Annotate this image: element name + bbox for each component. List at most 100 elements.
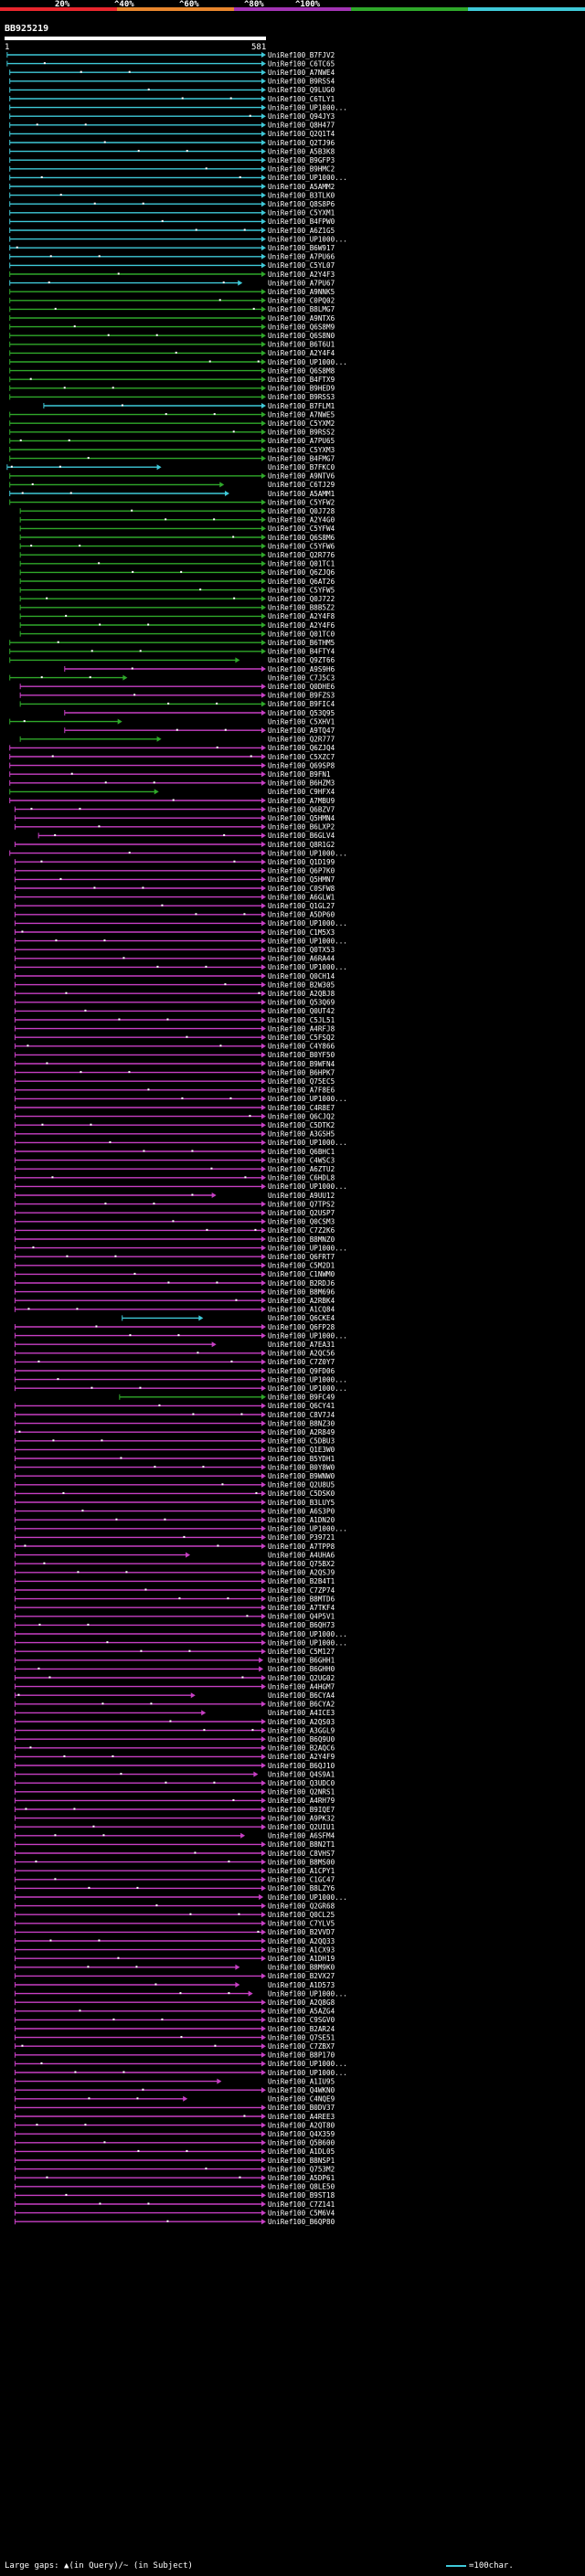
hit-label[interactable]: UniRef100_Q01TC1 (268, 560, 335, 568)
hit-row[interactable]: UniRef100_B0YF50 (14, 1051, 335, 1059)
hit-row[interactable]: UniRef100_A9NTV6 (9, 472, 335, 481)
hit-label[interactable]: UniRef100_Q6FP28 (268, 1323, 335, 1331)
hit-label[interactable]: UniRef100_A9NNK5 (268, 288, 335, 296)
hit-row[interactable]: UniRef100_B4FMG7 (9, 454, 335, 462)
hit-row[interactable]: UniRef100_C5FSQ2 (14, 1034, 335, 1042)
hit-row[interactable]: UniRef100_B6CYA4 (14, 1691, 335, 1700)
hit-label[interactable]: UniRef100_C5DSK0 (268, 1489, 335, 1498)
hit-row[interactable]: UniRef100_B6LXP2 (14, 823, 335, 832)
hit-label[interactable]: UniRef100_C5YFW2 (268, 498, 335, 506)
hit-label[interactable]: UniRef100_A2QBJ8 (268, 990, 335, 998)
hit-label[interactable]: UniRef100_A5DP61 (268, 2174, 335, 2182)
hit-row[interactable]: UniRef100_A5AZG4 (14, 2008, 335, 2016)
hit-label[interactable]: UniRef100_A6S3P0 (268, 1507, 335, 1515)
hit-label[interactable]: UniRef100_C1NWM0 (268, 1270, 335, 1278)
hit-row[interactable]: UniRef100_UP1000... (14, 937, 347, 945)
hit-label[interactable]: UniRef100_Q8R1G2 (268, 841, 335, 849)
hit-row[interactable]: UniRef100_Q0J722 (19, 595, 335, 603)
hit-label[interactable]: UniRef100_B9ST18 (268, 2191, 335, 2200)
hit-label[interactable]: UniRef100_B6W917 (268, 244, 335, 252)
hit-row[interactable]: UniRef100_B8LMG7 (9, 305, 335, 313)
hit-label[interactable]: UniRef100_B9RSS2 (268, 429, 335, 437)
hit-row[interactable]: UniRef100_UP1000... (14, 919, 347, 928)
hit-label[interactable]: UniRef100_C4WSC3 (268, 1156, 335, 1164)
hit-label[interactable]: UniRef100_UP1000... (268, 1630, 347, 1638)
hit-label[interactable]: UniRef100_A2QC56 (268, 1350, 335, 1358)
hit-row[interactable]: UniRef100_C5M6V4 (14, 2209, 335, 2217)
hit-label[interactable]: UniRef100_C5YFW5 (268, 586, 335, 594)
hit-row[interactable]: UniRef100_Q0TX53 (14, 946, 335, 954)
hit-row[interactable]: UniRef100_B8M9K0 (14, 1964, 335, 1972)
hit-label[interactable]: UniRef100_A9PK32 (268, 1814, 335, 1822)
hit-label[interactable]: UniRef100_C5DTK2 (268, 1121, 335, 1129)
hit-row[interactable]: UniRef100_UP1000... (9, 174, 347, 182)
hit-label[interactable]: UniRef100_B8M696 (268, 1288, 335, 1296)
hit-row[interactable]: UniRef100_A6GLW1 (14, 893, 335, 901)
hit-label[interactable]: UniRef100_B3LUY5 (268, 1499, 335, 1507)
hit-row[interactable]: UniRef100_Q2R777 (19, 736, 335, 744)
hit-row[interactable]: UniRef100_B9WFN4 (14, 1060, 335, 1068)
hit-row[interactable]: UniRef100_A1DH19 (14, 1955, 335, 1963)
hit-label[interactable]: UniRef100_C5M127 (268, 1648, 335, 1656)
hit-label[interactable]: UniRef100_B6QH73 (268, 1621, 335, 1629)
hit-label[interactable]: UniRef100_UP1000... (268, 1525, 347, 1533)
hit-row[interactable]: UniRef100_A2Y4F8 (19, 612, 335, 620)
hit-row[interactable]: UniRef100_Q753M2 (14, 2165, 335, 2173)
hit-label[interactable]: UniRef100_A6ZTU2 (268, 1165, 335, 1173)
hit-row[interactable]: UniRef100_Q6CJQ2 (14, 1112, 335, 1120)
hit-row[interactable]: UniRef100_UP1000... (9, 358, 347, 366)
hit-label[interactable]: UniRef100_UP1000... (268, 103, 347, 111)
hit-row[interactable]: UniRef100_B8P170 (14, 2051, 335, 2060)
hit-row[interactable]: UniRef100_B6QJ10 (14, 1762, 335, 1770)
hit-label[interactable]: UniRef100_A7PU66 (268, 253, 335, 261)
hit-label[interactable]: UniRef100_A1CQ84 (268, 1306, 335, 1314)
hit-row[interactable]: UniRef100_A9NNK5 (9, 288, 335, 296)
hit-row[interactable]: UniRef100_A2QT80 (14, 2121, 335, 2129)
hit-label[interactable]: UniRef100_UP1000... (268, 1182, 347, 1191)
hit-row[interactable]: UniRef100_C5DSK0 (14, 1489, 335, 1498)
hit-label[interactable]: UniRef100_A1CX93 (268, 1945, 335, 1954)
hit-label[interactable]: UniRef100_Q753M2 (268, 2165, 335, 2173)
hit-label[interactable]: UniRef100_A2QQ33 (268, 1937, 335, 1945)
hit-label[interactable]: UniRef100_Q2UG02 (268, 1674, 335, 1682)
hit-row[interactable]: UniRef100_C5XZC7 (9, 753, 335, 761)
hit-row[interactable]: UniRef100_Q6BHC1 (14, 1148, 335, 1156)
hit-label[interactable]: UniRef100_B8LZY6 (268, 1884, 335, 1892)
hit-label[interactable]: UniRef100_A6SFM4 (268, 1832, 335, 1840)
hit-row[interactable]: UniRef100_B2VX27 (14, 1972, 335, 1980)
hit-row[interactable]: UniRef100_Q2TJ96 (9, 139, 335, 147)
hit-label[interactable]: UniRef100_C5XZC7 (268, 753, 335, 761)
hit-label[interactable]: UniRef100_Q6CJQ2 (268, 1112, 335, 1120)
hit-label[interactable]: UniRef100_C4R8E7 (268, 1104, 335, 1112)
hit-row[interactable]: UniRef100_Q2R776 (19, 551, 335, 559)
hit-label[interactable]: UniRef100_UP1000... (268, 1139, 347, 1147)
hit-row[interactable]: UniRef100_B8MS00 (14, 1858, 335, 1866)
hit-label[interactable]: UniRef100_B8N2T1 (268, 1840, 335, 1849)
hit-label[interactable]: UniRef100_A2Y4F8 (268, 612, 335, 620)
hit-row[interactable]: UniRef100_B7FKC0 (6, 463, 335, 472)
hit-label[interactable]: UniRef100_B4FTY4 (268, 648, 335, 656)
hit-label[interactable]: UniRef100_UP1000... (268, 174, 347, 182)
hit-row[interactable]: UniRef100_A5B3K8 (9, 147, 335, 155)
hit-row[interactable]: UniRef100_Q6CKE4 (122, 1314, 335, 1322)
hit-row[interactable]: UniRef100_Q01TC0 (19, 630, 335, 638)
hit-label[interactable]: UniRef100_B6QJ10 (268, 1762, 335, 1770)
hit-row[interactable]: UniRef100_A7NWE4 (9, 69, 335, 77)
hit-row[interactable]: UniRef100_B9HMC2 (9, 165, 335, 174)
hit-label[interactable]: UniRef100_B6GHH0 (268, 1665, 335, 1673)
hit-row[interactable]: UniRef100_Q6FRT7 (14, 1253, 335, 1261)
hit-label[interactable]: UniRef100_C5JL51 (268, 1016, 335, 1024)
hit-label[interactable]: UniRef100_Q6ZJQ6 (268, 568, 335, 577)
hit-label[interactable]: UniRef100_A7PU67 (268, 279, 335, 287)
hit-label[interactable]: UniRef100_B6THM5 (268, 639, 335, 647)
hit-row[interactable]: UniRef100_B0Y8W0 (14, 1463, 335, 1471)
hit-label[interactable]: UniRef100_Q01TC0 (268, 630, 335, 638)
hit-row[interactable]: UniRef100_B2RDJ6 (14, 1279, 335, 1288)
hit-row[interactable]: UniRef100_UP1000... (9, 103, 347, 111)
hit-row[interactable]: UniRef100_A4RH79 (14, 1797, 335, 1805)
hit-row[interactable]: UniRef100_A2Y4F6 (19, 621, 335, 630)
hit-label[interactable]: UniRef100_B3TLK0 (268, 191, 335, 199)
hit-label[interactable]: UniRef100_Q0J728 (268, 507, 335, 515)
hit-row[interactable]: UniRef100_Q1E3W0 (14, 1446, 335, 1454)
hit-label[interactable]: UniRef100_B8B5Z2 (268, 604, 335, 612)
